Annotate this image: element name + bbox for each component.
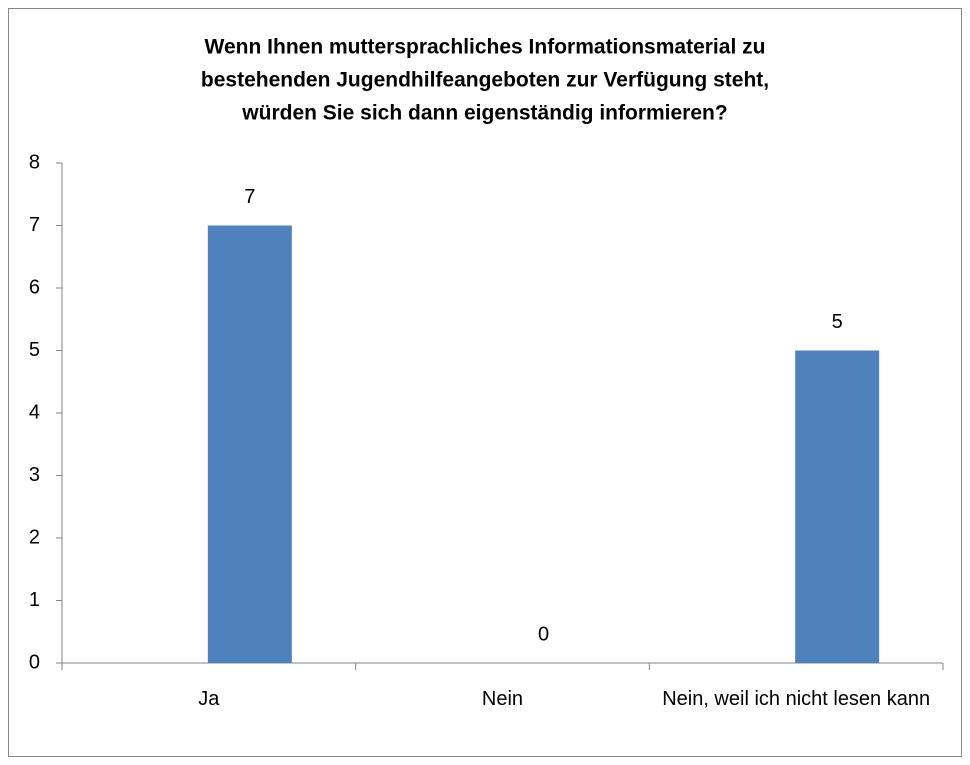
y-tick-label: 5: [29, 339, 40, 361]
x-tick-label: Nein: [481, 688, 524, 710]
chart-title: Wenn Ihnen muttersprachliches Informatio…: [205, 36, 766, 59]
bar: [795, 350, 880, 663]
data-label: 5: [832, 311, 843, 333]
x-tick-label: Nein, weil ich nicht lesen kann: [662, 688, 931, 710]
y-tick-label: 6: [29, 276, 40, 298]
y-tick-label: 2: [29, 526, 40, 548]
data-label: 7: [244, 186, 255, 208]
y-tick-label: 7: [29, 214, 40, 236]
y-tick-label: 4: [29, 401, 40, 423]
bar: [207, 225, 292, 663]
y-tick-label: 0: [29, 651, 40, 673]
chart-title: bestehenden Jugendhilfeangeboten zur Ver…: [201, 69, 769, 92]
chart-title: würden Sie sich dann eigenständig inform…: [241, 102, 727, 125]
y-tick-label: 1: [29, 589, 40, 611]
y-tick-label: 3: [29, 464, 40, 486]
x-tick-label: Ja: [198, 688, 220, 710]
y-tick-label: 8: [29, 151, 40, 173]
data-label: 0: [538, 623, 549, 645]
